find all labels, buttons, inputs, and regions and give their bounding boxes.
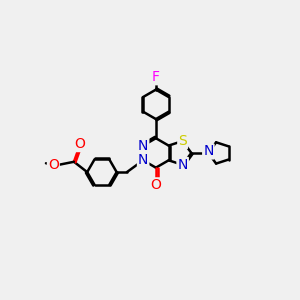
Text: O: O — [151, 178, 161, 192]
Text: N: N — [138, 153, 148, 167]
Text: N: N — [178, 158, 188, 172]
Text: N: N — [138, 139, 148, 153]
Text: N: N — [203, 145, 214, 158]
Text: O: O — [75, 137, 86, 151]
Text: F: F — [152, 70, 160, 84]
Text: O: O — [48, 158, 59, 172]
Text: S: S — [178, 134, 187, 148]
